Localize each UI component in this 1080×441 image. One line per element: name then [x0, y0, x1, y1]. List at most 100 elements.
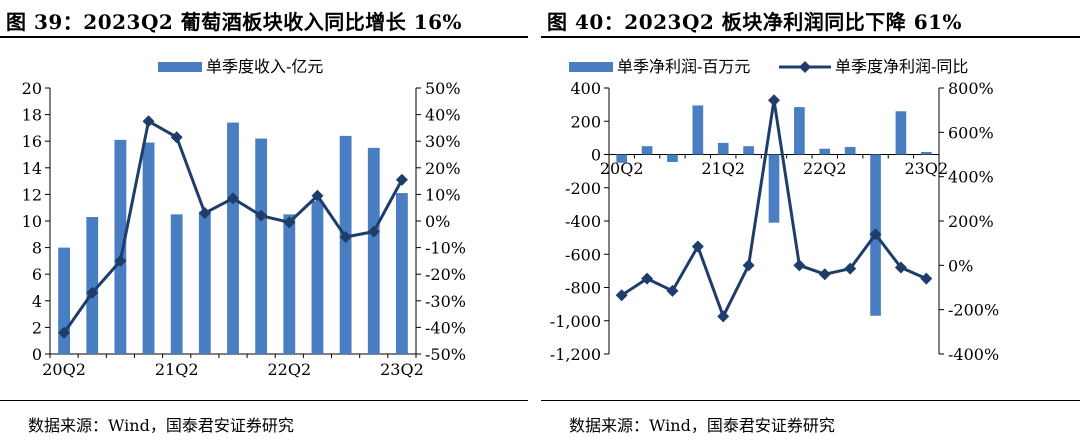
yoy-point — [58, 326, 71, 339]
revenue-bar — [692, 105, 704, 155]
yoy-point — [894, 261, 907, 274]
left-tick-label: -800 — [565, 279, 601, 298]
right-panel: 图 40：2023Q2 板块净利润同比下降 61% -1,200 -1,000 -8… — [541, 0, 1080, 441]
left-tick-label: 10 — [22, 212, 42, 231]
left-title-rule — [0, 36, 528, 38]
right-tick-label: -30% — [425, 292, 466, 311]
left-chart-title: 图 39：2023Q2 葡萄酒板块收入同比增长 16% — [6, 10, 463, 34]
right-tick-label: 800% — [948, 79, 994, 98]
x-tick-label: 22Q2 — [803, 159, 847, 178]
legend-bar-swatch — [569, 62, 613, 72]
yoy-point — [170, 131, 183, 144]
revenue-bar — [895, 111, 907, 155]
revenue-bar — [339, 135, 352, 354]
revenue-bar — [819, 148, 831, 155]
legend-line-marker — [799, 61, 811, 73]
revenue-bar — [920, 152, 932, 155]
left-source-rule — [0, 400, 528, 401]
left-tick-label: 200 — [570, 112, 601, 131]
left-tick-label: 2 — [32, 318, 42, 337]
right-tick-label: 40% — [425, 106, 461, 125]
yoy-point — [691, 240, 704, 253]
left-tick-label: 12 — [22, 185, 42, 204]
left-source-note: 数据来源：Wind，国泰君安证券研究 — [28, 416, 294, 435]
left-tick-label: -600 — [565, 245, 601, 264]
revenue-bar — [367, 147, 380, 354]
left-tick-label: -200 — [565, 179, 601, 198]
revenue-bar — [616, 154, 628, 163]
right-tick-label: 0% — [948, 256, 973, 275]
yoy-point — [869, 228, 882, 241]
revenue-bar — [170, 214, 183, 354]
x-tick-label: 20Q2 — [42, 360, 86, 379]
right-tick-label: 600% — [948, 123, 994, 142]
yoy-point — [311, 189, 324, 202]
legend-line-label: 单季度净利润-同比 — [835, 57, 968, 76]
right-tick-label: 30% — [425, 132, 461, 151]
revenue-bar — [396, 193, 408, 354]
x-tick-label: 20Q2 — [600, 159, 644, 178]
revenue-bar — [227, 122, 239, 354]
revenue-bar — [717, 142, 729, 155]
right-tick-label: -400% — [948, 345, 999, 364]
right-title-rule — [541, 36, 1080, 38]
x-tick-label: 21Q2 — [155, 360, 199, 379]
yoy-point — [114, 254, 127, 267]
left-tick-label: -1,200 — [550, 345, 601, 364]
left-tick-label: 4 — [32, 292, 42, 311]
left-tick-label: 0 — [591, 146, 601, 165]
revenue-bar — [794, 107, 805, 155]
right-tick-label: 50% — [425, 79, 461, 98]
revenue-bar — [283, 214, 296, 354]
yoy-point — [367, 225, 380, 238]
revenue-bar — [641, 146, 653, 155]
x-tick-label: 23Q2 — [904, 159, 948, 178]
revenue-bar — [743, 146, 754, 155]
revenue-bar — [844, 147, 856, 155]
right-tick-label: 0% — [425, 212, 450, 231]
right-tick-label: 20% — [425, 159, 461, 178]
yoy-point — [717, 310, 730, 323]
left-tick-label: 6 — [32, 265, 42, 284]
x-tick-label: 21Q2 — [701, 159, 745, 178]
revenue-bar — [86, 217, 99, 354]
revenue-bar — [142, 142, 155, 354]
yoy-point — [742, 259, 755, 272]
left-panel: 图 39：2023Q2 葡萄酒板块收入同比增长 16% 0 2 4 6 8 10 12 14 1… — [0, 0, 528, 441]
left-tick-label: 0 — [32, 345, 42, 364]
yoy-point — [793, 259, 806, 272]
yoy-point — [920, 272, 933, 285]
x-tick-label: 22Q2 — [267, 360, 311, 379]
yoy-point — [844, 262, 857, 275]
left-tick-label: 18 — [22, 106, 42, 125]
right-tick-label: -40% — [425, 318, 466, 337]
left-tick-label: 400 — [570, 79, 601, 98]
right-source-rule — [541, 400, 1080, 401]
revenue-bar — [768, 154, 780, 223]
left-tick-label: 16 — [22, 132, 42, 151]
yoy-point — [768, 94, 780, 107]
yoy-point — [86, 286, 99, 299]
yoy-point — [283, 216, 296, 229]
yoy-point — [818, 268, 831, 281]
right-chart-title: 图 40：2023Q2 板块净利润同比下降 61% — [547, 10, 963, 34]
right-tick-label: 10% — [425, 185, 461, 204]
right-tick-label: 400% — [948, 168, 994, 187]
left-tick-label: 20 — [22, 79, 42, 98]
right-source-note: 数据来源：Wind，国泰君安证券研究 — [569, 416, 835, 435]
yoy-point — [255, 209, 268, 222]
legend-bar-label: 单季度收入-亿元 — [206, 57, 323, 76]
right-tick-label: -50% — [425, 345, 466, 364]
revenue-bar — [198, 211, 211, 354]
yoy-point — [641, 272, 654, 285]
revenue-bar — [667, 154, 678, 162]
yoy-point — [227, 192, 239, 205]
left-tick-label: 8 — [32, 239, 42, 258]
revenue-bar — [58, 247, 70, 354]
revenue-bar — [114, 139, 127, 354]
x-tick-label: 23Q2 — [380, 360, 424, 379]
revenue-bar — [311, 201, 324, 354]
right-tick-label: 200% — [948, 212, 994, 231]
right-chart: -1,200 -1,000 -800 -600 -400 -200 0 200 400 -400%… — [550, 57, 999, 364]
left-tick-label: 14 — [22, 159, 42, 178]
